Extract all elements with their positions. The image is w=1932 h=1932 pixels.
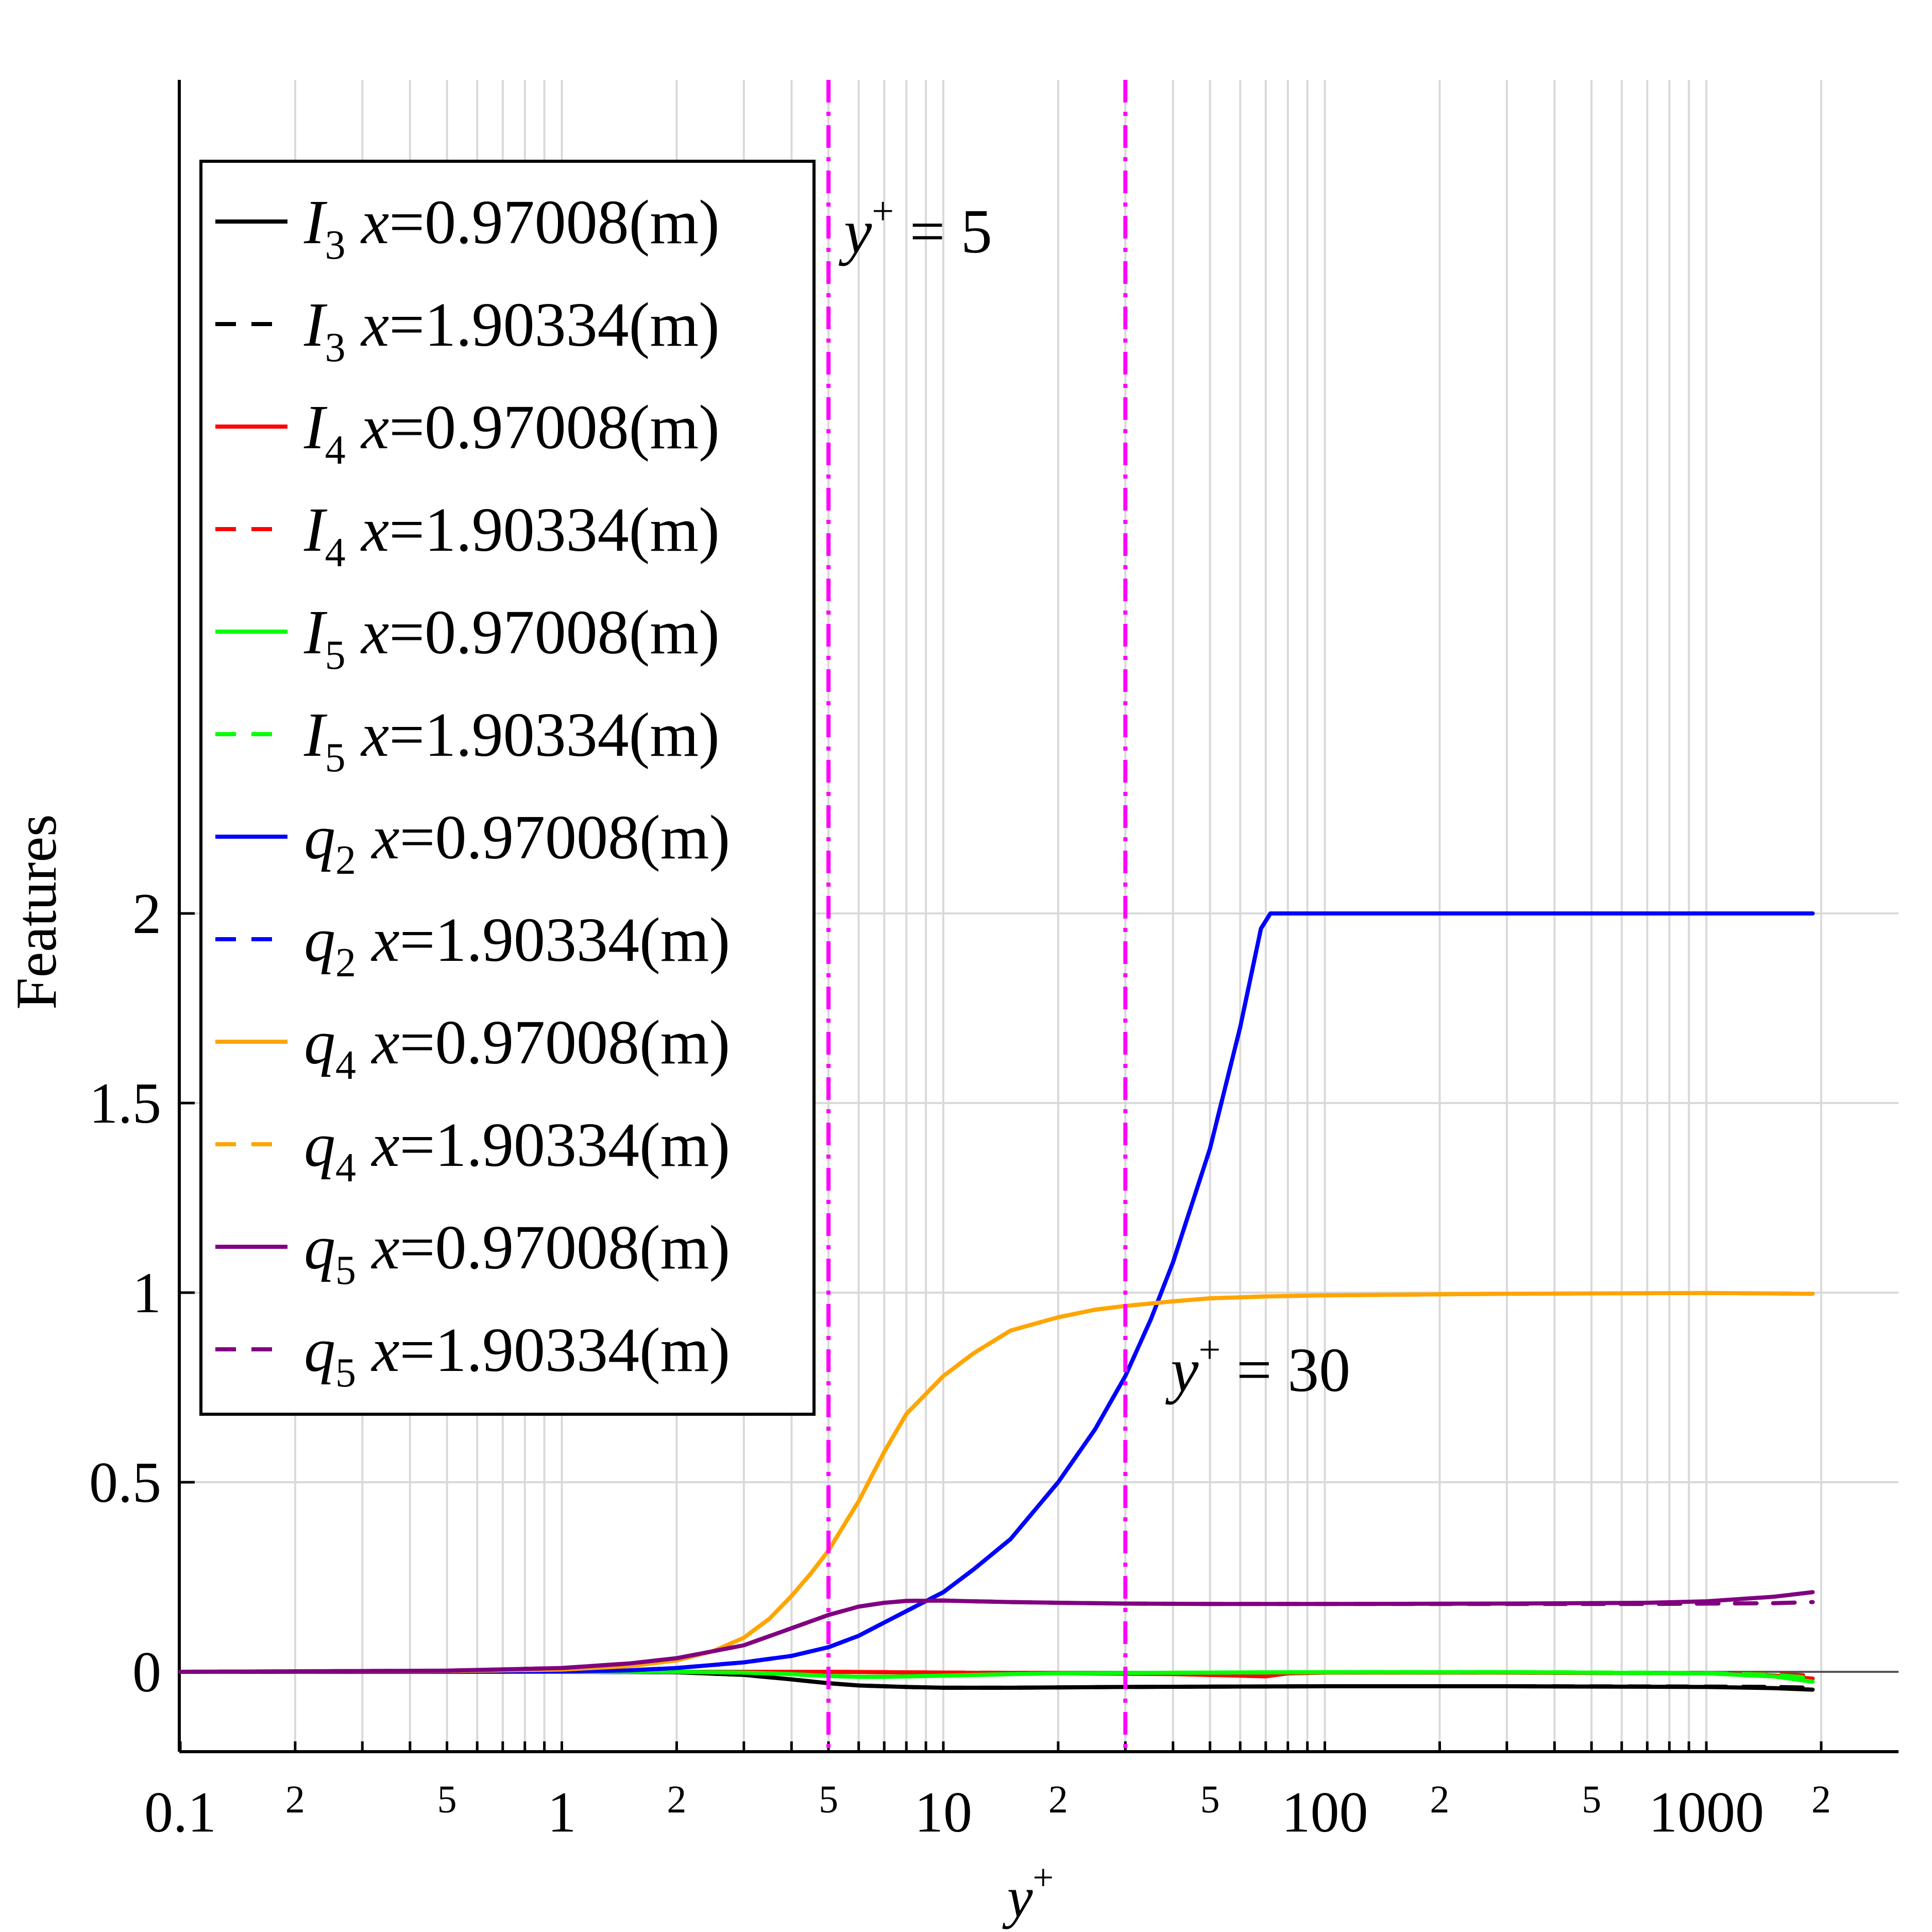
y-tick-label: 2 [132,882,161,946]
x-minor-tick-label: 5 [1200,1778,1220,1821]
x-tick-label: 10 [914,1781,972,1844]
x-tick-label: 0.1 [144,1781,216,1844]
legend-label: I5 x=0.97008(m) [303,598,720,678]
legend-label: q4 x=0.97008(m) [304,1008,730,1088]
legend-label: I3 x=1.90334(m) [303,290,720,370]
legend-label: q2 x=0.97008(m) [304,803,730,883]
legend-label: I5 x=1.90334(m) [303,700,720,781]
x-axis-title: y+ [1002,1857,1054,1929]
x-minor-tick-label: 2 [285,1778,305,1821]
series-line-q5-x-1-90334-m [178,1598,1815,1674]
x-minor-tick-label: 2 [667,1778,686,1821]
x-minor-tick-label: 5 [1582,1778,1601,1821]
reference-label-y-5: y+ = 5 [838,190,992,266]
legend-label: q2 x=1.90334(m) [304,905,730,986]
x-tick-label: 100 [1282,1781,1368,1844]
y-tick-label: 0 [132,1640,161,1704]
tick-labels: 0 0.5 1 1.5 2 0.1 1 10 100 1000 2 5 2 5 2 5 2 5 2 [89,882,1831,1844]
x-minor-tick-label: 5 [819,1778,838,1821]
legend: I3 x=0.97008(m) I3 x=1.90334(m) I4 x=0.970… [199,160,816,1416]
x-tick-label: 1000 [1649,1781,1764,1844]
y-tick-label: 1 [132,1261,161,1325]
y-tick-label: 1.5 [89,1072,161,1136]
reference-lines: y+ = 5 y+ = 30 [826,80,1350,1752]
data-series [178,911,1815,1692]
legend-label: I3 x=0.97008(m) [303,188,720,268]
x-minor-tick-label: 2 [1430,1778,1449,1821]
legend-label: I4 x=1.90334(m) [303,495,720,575]
legend-label: q5 x=1.90334(m) [304,1315,730,1396]
x-minor-tick-label: 2 [1811,1778,1831,1821]
reference-label-y-30: y+ = 30 [1165,1328,1350,1405]
x-tick-label: 1 [548,1781,577,1844]
legend-label: q5 x=0.97008(m) [304,1213,730,1293]
y-axis-title: Features [5,814,69,1009]
x-minor-tick-label: 5 [437,1778,457,1821]
series-line-i5-x-1-90334-m [178,1670,1815,1680]
x-minor-tick-label: 2 [1048,1778,1068,1821]
y-tick-label: 0.5 [89,1451,161,1515]
legend-box [199,160,816,1416]
legend-label: I4 x=0.97008(m) [303,393,720,473]
series-line-q2-x-1-90334-m [178,911,1815,1674]
legend-label: q4 x=1.90334(m) [304,1110,730,1191]
